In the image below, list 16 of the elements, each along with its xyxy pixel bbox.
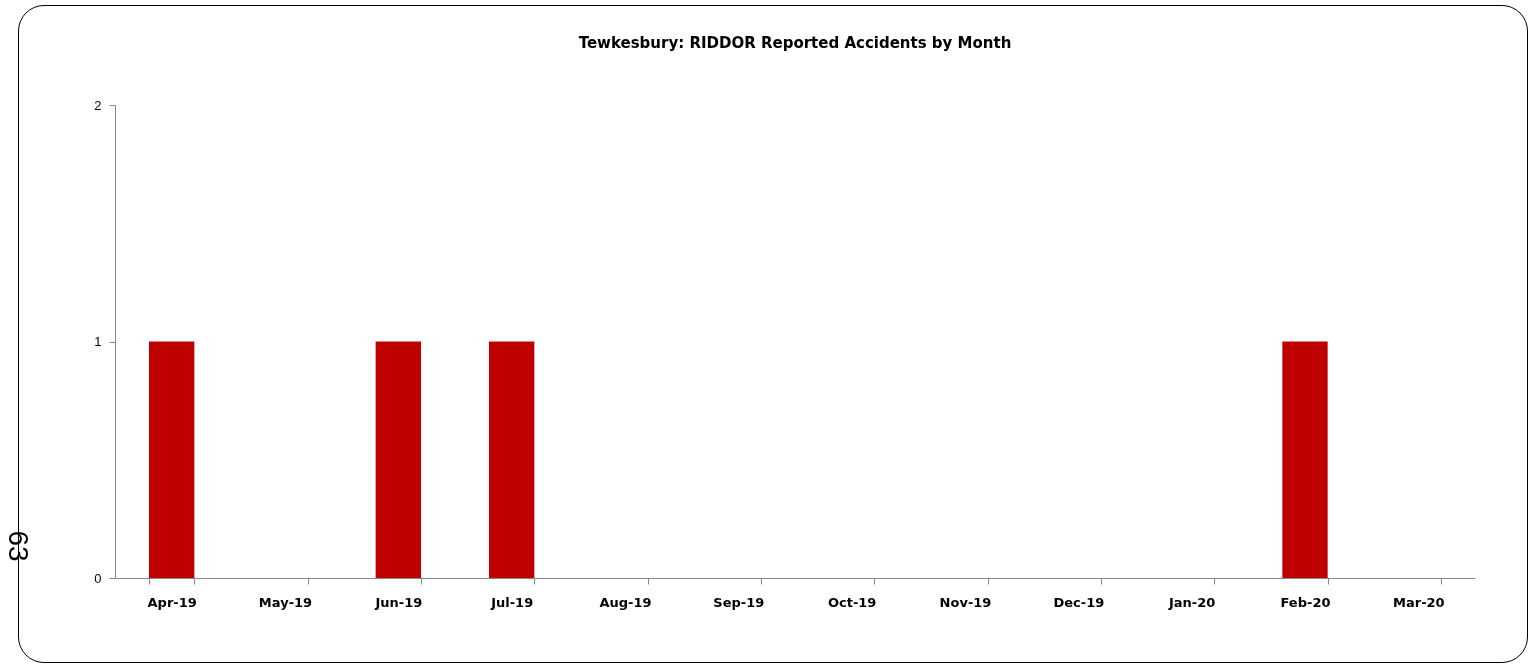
x-tick-label: Jun-19 [374,594,423,610]
x-tick-label: Nov-19 [939,594,992,610]
x-tick-label: Feb-20 [1280,594,1331,610]
y-tick-label: 1 [94,334,102,349]
x-tick-label: May-19 [258,594,313,610]
y-tick-label: 0 [94,570,102,586]
x-tick-label: Jan-20 [1167,594,1216,610]
x-tick-label: Jul-19 [490,594,534,610]
x-tick-label: Dec-19 [1053,594,1105,610]
x-tick-label: Mar-20 [1393,594,1445,610]
x-tick-label: Oct-19 [827,594,877,610]
y-tick-label: 2 [94,97,102,113]
x-tick-label: Apr-19 [147,594,197,610]
x-tick-label: Aug-19 [599,594,652,610]
x-tick-label: Sep-19 [713,594,765,610]
chart-title: Tewkesbury: RIDDOR Reported Accidents by Month [578,34,1012,52]
